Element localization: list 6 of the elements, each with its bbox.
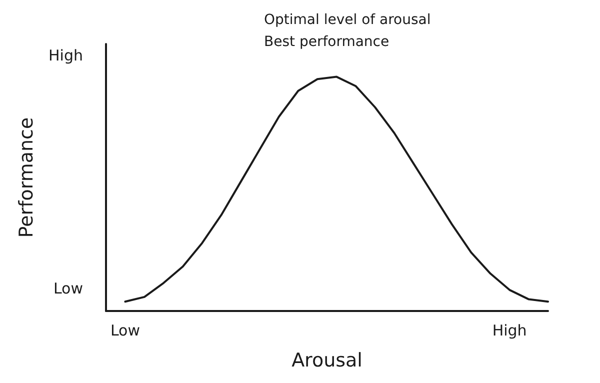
text: Best performance <box>264 34 390 50</box>
x-axis-title: Arousal <box>292 350 362 372</box>
text: Low <box>53 280 83 298</box>
text: High <box>48 46 83 64</box>
y-axis-title: Performance <box>16 117 38 238</box>
text: Optimal level of arousal <box>264 12 431 28</box>
